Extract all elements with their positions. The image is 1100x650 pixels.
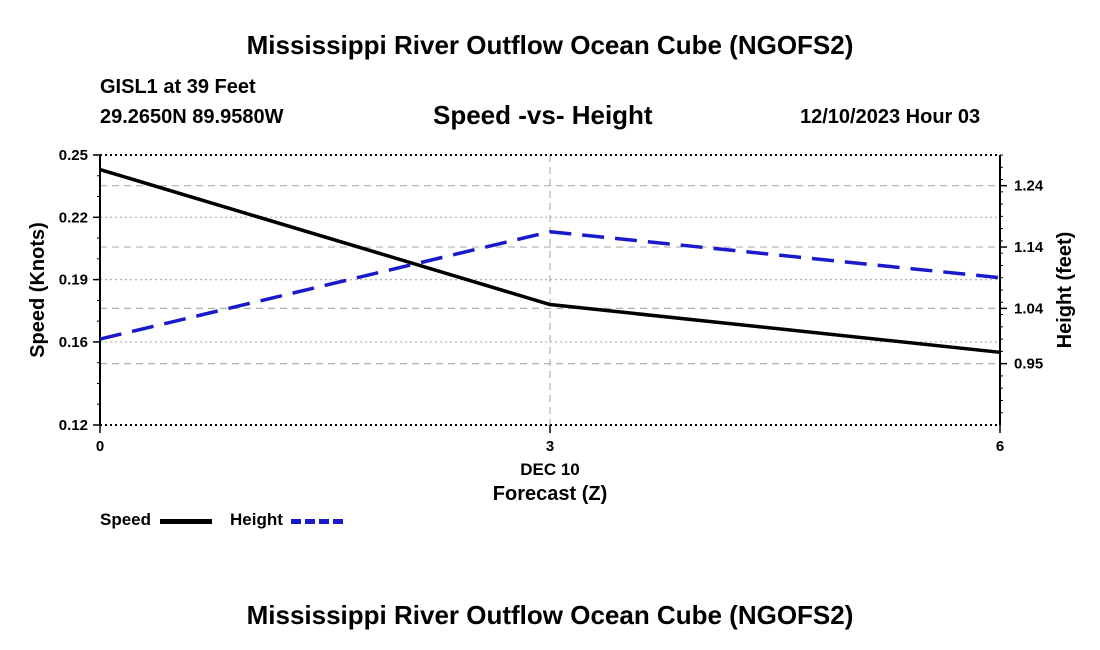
grid-layer xyxy=(100,155,1000,425)
chart-title: Speed -vs- Height xyxy=(433,100,653,130)
footer-title: Mississippi River Outflow Ocean Cube (NG… xyxy=(246,600,854,630)
station-label: GISL1 at 39 Feet xyxy=(100,76,256,98)
coordinates-label: 29.2650N 89.9580W xyxy=(100,106,284,128)
x-tick-label-1: 3 xyxy=(546,438,554,455)
y-left-tick-label-1: 0.16 xyxy=(59,334,88,351)
y-right-axis-title: Height (feet) xyxy=(1054,232,1076,349)
y-right-tick-label-1: 1.04 xyxy=(1014,300,1044,317)
y-left-tick-label-0: 0.12 xyxy=(59,417,88,434)
y-left-tick-label-4: 0.25 xyxy=(59,147,88,164)
axes-layer xyxy=(93,154,1007,433)
page-title: Mississippi River Outflow Ocean Cube (NG… xyxy=(246,30,854,60)
legend-speed-swatch xyxy=(160,519,212,524)
x-axis-title: Forecast (Z) xyxy=(493,483,607,505)
y-right-tick-label-0: 0.95 xyxy=(1014,356,1043,373)
y-right-tick-label-2: 1.14 xyxy=(1014,239,1044,256)
y-right-tick-label-3: 1.24 xyxy=(1014,178,1044,195)
legend-height-label: Height xyxy=(230,510,283,529)
height-series-line xyxy=(99,229,1001,341)
legend-height-swatch xyxy=(291,519,343,524)
series-layer xyxy=(99,167,1001,355)
x-date-label: DEC 10 xyxy=(520,460,580,479)
labels-layer: 0.12 0.16 0.19 0.22 0.25 0.95 1.04 1.14 1.24 0 3 6 D… xyxy=(27,147,1076,505)
x-tick-label-2: 6 xyxy=(996,438,1004,455)
speed-series-line xyxy=(99,167,1001,355)
y-left-tick-label-2: 0.19 xyxy=(59,272,88,289)
x-tick-label-0: 0 xyxy=(96,438,104,455)
legend-speed-label: Speed xyxy=(100,510,152,529)
y-left-axis-title: Speed (Knots) xyxy=(27,222,49,358)
y-left-tick-label-3: 0.22 xyxy=(59,209,88,226)
forecast-datetime: 12/10/2023 Hour 03 xyxy=(800,106,981,128)
